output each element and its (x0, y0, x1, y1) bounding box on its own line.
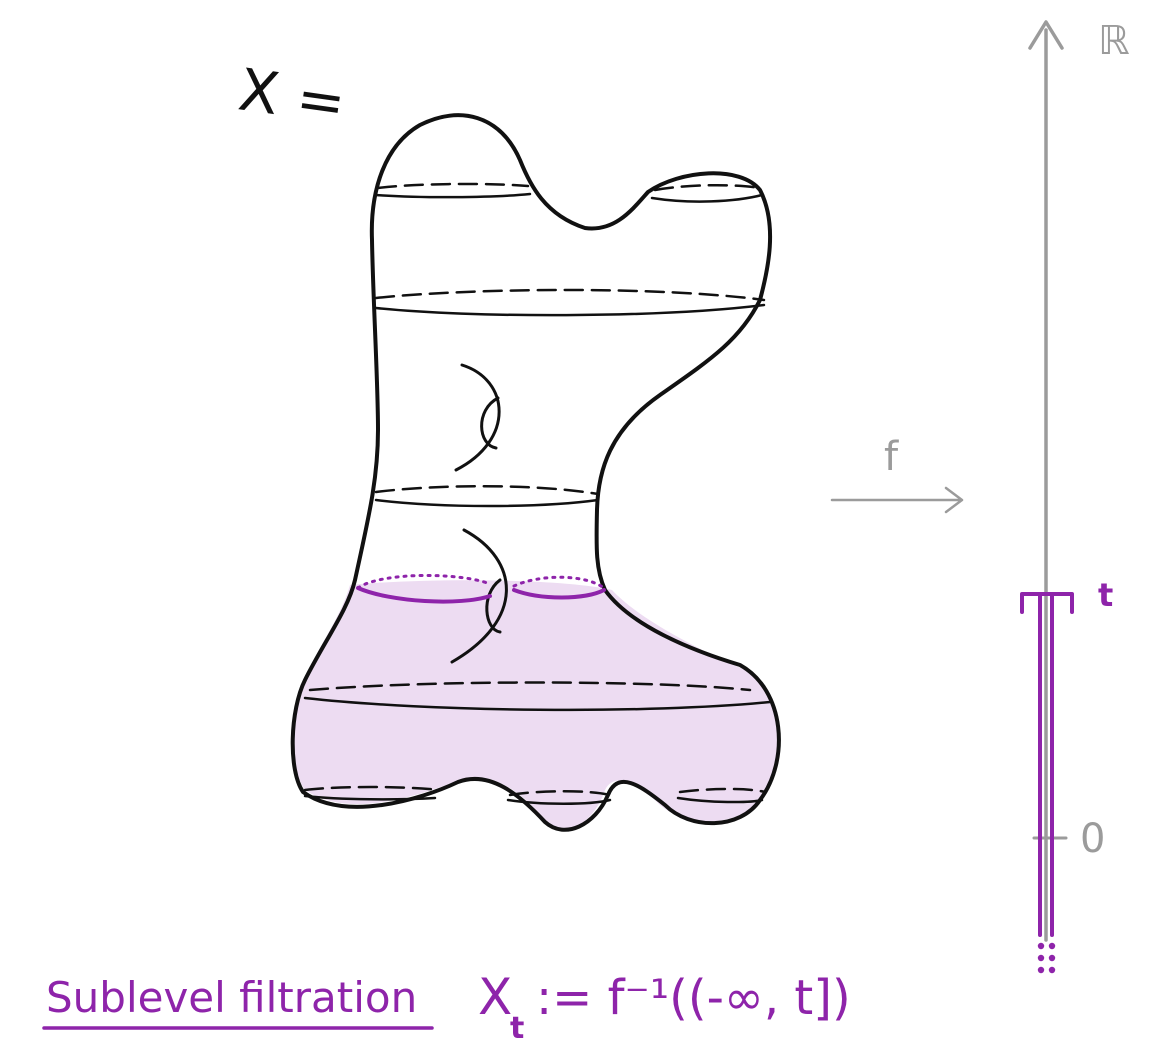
cross-section-upper-back (374, 288, 766, 302)
cross-section-bottom-right-back (678, 787, 767, 794)
formula-lhs: X (478, 968, 512, 1026)
formula-rhs: := f⁻¹((-∞, t]) (536, 970, 851, 1026)
handle-lower-outer (450, 528, 508, 664)
cross-section-bottom-mid-front (506, 798, 612, 805)
map-label: f (884, 434, 899, 480)
axis-label: ℝ (1098, 18, 1130, 64)
cross-section-lower-front (303, 696, 772, 712)
cross-section-upper-front (374, 303, 766, 317)
level-t-circle-right-back (512, 575, 606, 590)
cross-section-top-right-back (653, 183, 762, 192)
continuation-dots (1037, 942, 1056, 974)
cross-section-bottom-mid-back (508, 790, 612, 797)
cross-section-waist-front (374, 498, 600, 508)
level-t-circle-left-back (356, 574, 492, 590)
cross-section-bottom-right-front (676, 796, 764, 804)
space-label: X = (235, 55, 350, 137)
real-axis-arrowhead (1028, 20, 1064, 50)
threshold-bracket (1020, 592, 1074, 614)
level-t-circle-left-front (356, 586, 492, 604)
handle-upper-inner (480, 396, 500, 450)
level-t-circle-right-front (512, 588, 606, 600)
sublevel-region (293, 580, 780, 829)
cross-section-bottom-left-front (303, 794, 437, 801)
caption-term: Sublevel filtration (46, 973, 417, 1022)
cross-section-top-left-front (374, 192, 532, 199)
cross-section-waist-back (374, 484, 600, 496)
map-arrow (830, 486, 964, 514)
cross-section-bottom-left-back (303, 785, 442, 792)
cross-section-top-left-back (376, 182, 530, 190)
threshold-label: t (1098, 576, 1113, 614)
handle-lower-inner (485, 578, 502, 634)
surface-outline (290, 113, 781, 832)
zero-label: 0 (1080, 816, 1105, 862)
formula-subscript: t (510, 1011, 524, 1046)
cross-section-top-right-front (650, 193, 764, 203)
handle-upper-outer (454, 363, 501, 472)
cross-section-lower-back (308, 681, 752, 692)
